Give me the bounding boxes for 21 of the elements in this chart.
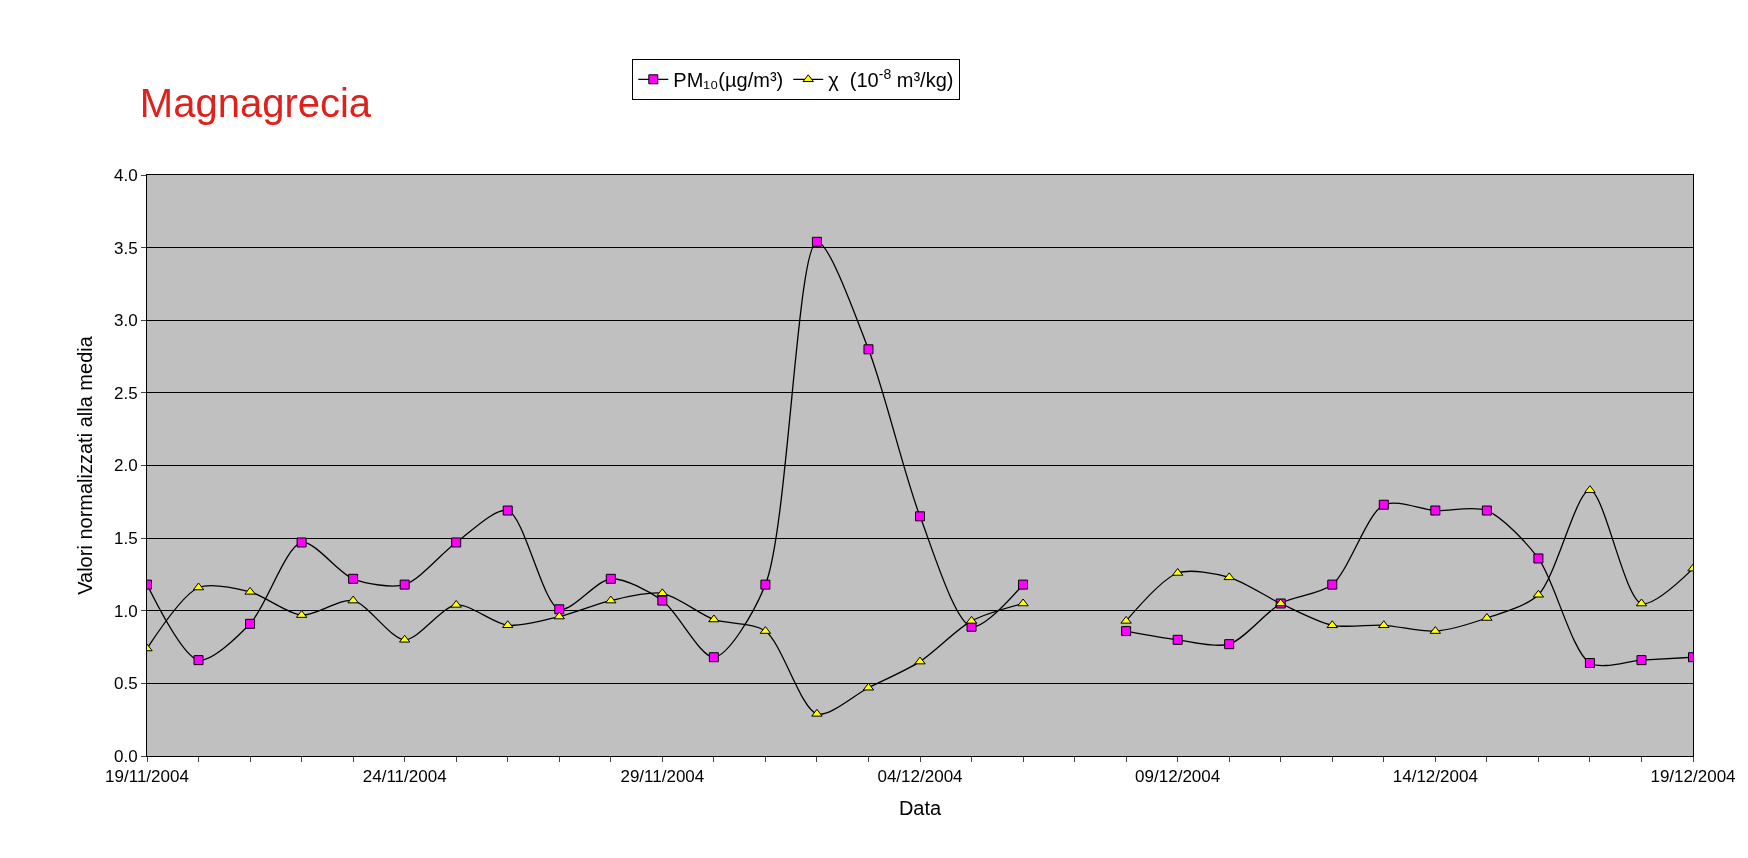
x-tick-label: 24/11/2004 xyxy=(362,767,447,787)
x-axis-title: Data xyxy=(898,796,942,819)
legend-label: χ (10$^{-8}$ m³/kg) xyxy=(828,65,954,92)
y-tick-label: 0.0 xyxy=(113,746,138,766)
x-tick-label: 19/11/2004 xyxy=(105,767,189,787)
y-tick-label: 3.0 xyxy=(113,311,138,331)
y-tick-label: 2.5 xyxy=(113,383,138,403)
y-tick-label: 4.0 xyxy=(113,165,138,185)
x-tick-label: 19/12/2004 xyxy=(1650,767,1736,787)
x-tick-label: 04/12/2004 xyxy=(877,767,963,787)
y-tick-label: 3.5 xyxy=(113,238,138,258)
chart-title: Magnagrecia xyxy=(139,80,372,125)
x-tick-label: 14/12/2004 xyxy=(1392,767,1478,787)
x-tick-label: 09/12/2004 xyxy=(1135,767,1221,787)
x-tick-label: 29/11/2004 xyxy=(620,767,705,787)
y-tick-label: 1.0 xyxy=(113,601,138,621)
y-tick-label: 1.5 xyxy=(113,529,138,549)
legend-label: PM₁₀(µg/m³) xyxy=(673,69,784,92)
y-axis-title: Valori normalizzati alla media xyxy=(74,335,97,595)
y-tick-label: 0.5 xyxy=(113,674,138,694)
y-tick-label: 2.0 xyxy=(113,456,138,476)
